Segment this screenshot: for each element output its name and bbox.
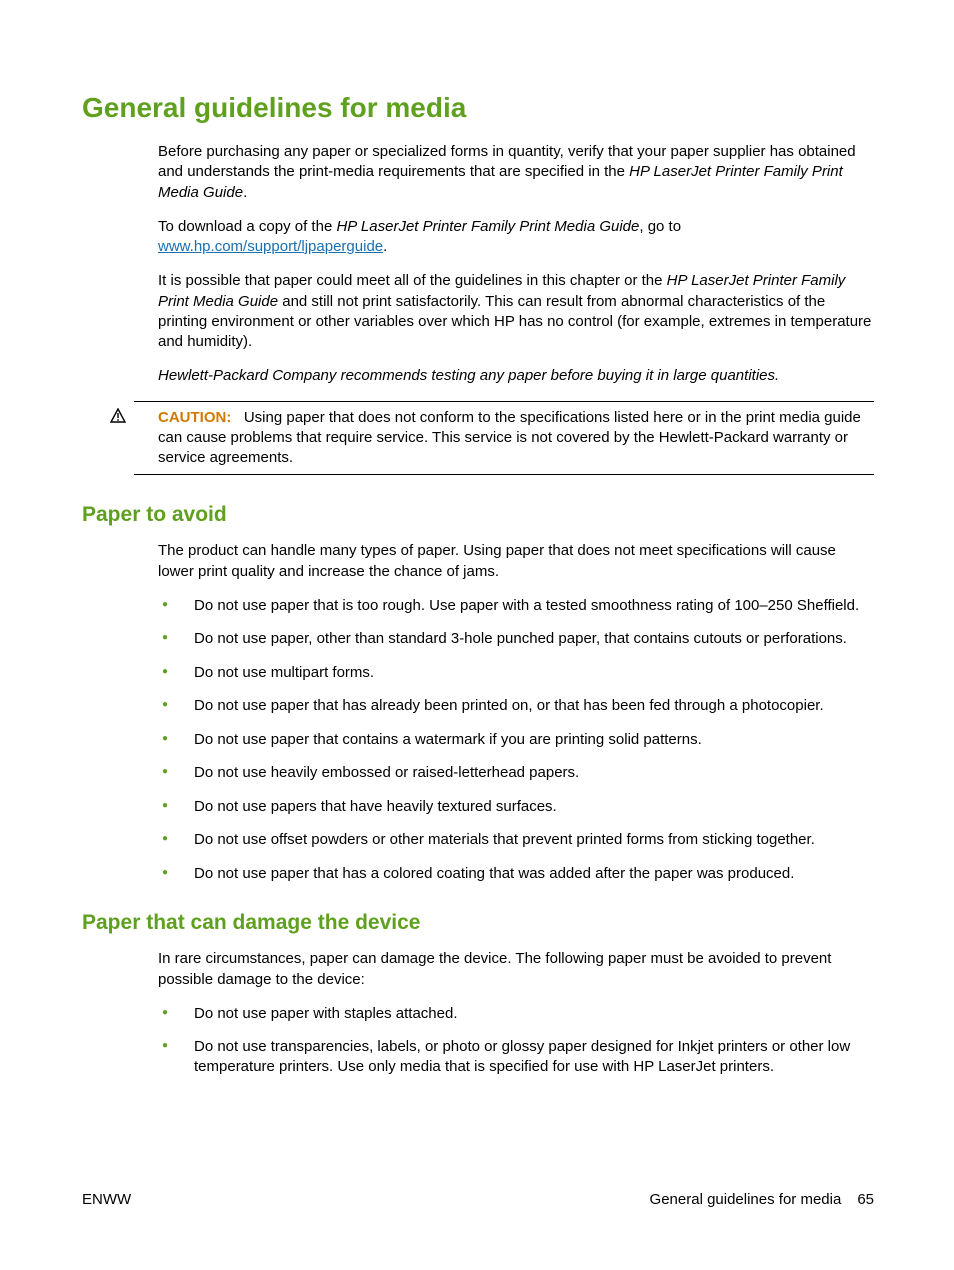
list-item: Do not use multipart forms. bbox=[158, 663, 874, 683]
text: , go to bbox=[639, 218, 681, 235]
page-footer: ENWW General guidelines for media 65 bbox=[82, 1191, 874, 1208]
intro-paragraph-2: To download a copy of the HP LaserJet Pr… bbox=[158, 217, 874, 258]
list-item: Do not use paper with staples attached. bbox=[158, 1004, 874, 1024]
caution-label: CAUTION: bbox=[158, 409, 231, 426]
damage-intro: In rare circumstances, paper can damage … bbox=[158, 949, 874, 990]
section-heading-paper-damage: Paper that can damage the device bbox=[82, 911, 874, 935]
list-item: Do not use paper that has a colored coat… bbox=[158, 864, 874, 884]
list-item: Do not use transparencies, labels, or ph… bbox=[158, 1037, 874, 1076]
caution-block: CAUTION: Using paper that does not confo… bbox=[134, 401, 874, 476]
damage-list: Do not use paper with staples attached. D… bbox=[158, 1004, 874, 1077]
list-item: Do not use paper that has already been p… bbox=[158, 696, 874, 716]
caution-icon bbox=[110, 408, 126, 424]
list-item: Do not use papers that have heavily text… bbox=[158, 797, 874, 817]
publication-title: HP LaserJet Printer Family Print Media G… bbox=[336, 218, 639, 235]
list-item: Do not use paper that contains a waterma… bbox=[158, 730, 874, 750]
list-item: Do not use offset powders or other mater… bbox=[158, 830, 874, 850]
section-heading-paper-to-avoid: Paper to avoid bbox=[82, 503, 874, 527]
footer-page-number: 65 bbox=[857, 1191, 874, 1208]
avoid-intro: The product can handle many types of pap… bbox=[158, 541, 874, 582]
text: It is possible that paper could meet all… bbox=[158, 272, 667, 289]
text: To download a copy of the bbox=[158, 218, 336, 235]
recommendation-note: Hewlett-Packard Company recommends testi… bbox=[158, 366, 874, 386]
intro-paragraph-1: Before purchasing any paper or specializ… bbox=[158, 142, 874, 203]
page-title: General guidelines for media bbox=[82, 92, 874, 124]
intro-paragraph-3: It is possible that paper could meet all… bbox=[158, 271, 874, 352]
footer-left: ENWW bbox=[82, 1191, 131, 1208]
list-item: Do not use paper, other than standard 3-… bbox=[158, 629, 874, 649]
text: . bbox=[243, 184, 247, 201]
support-link[interactable]: www.hp.com/support/ljpaperguide bbox=[158, 238, 383, 255]
list-item: Do not use paper that is too rough. Use … bbox=[158, 596, 874, 616]
footer-section-title: General guidelines for media bbox=[650, 1191, 842, 1208]
avoid-list: Do not use paper that is too rough. Use … bbox=[158, 596, 874, 884]
caution-text: Using paper that does not conform to the… bbox=[158, 409, 861, 467]
list-item: Do not use heavily embossed or raised-le… bbox=[158, 763, 874, 783]
text: . bbox=[383, 238, 387, 255]
